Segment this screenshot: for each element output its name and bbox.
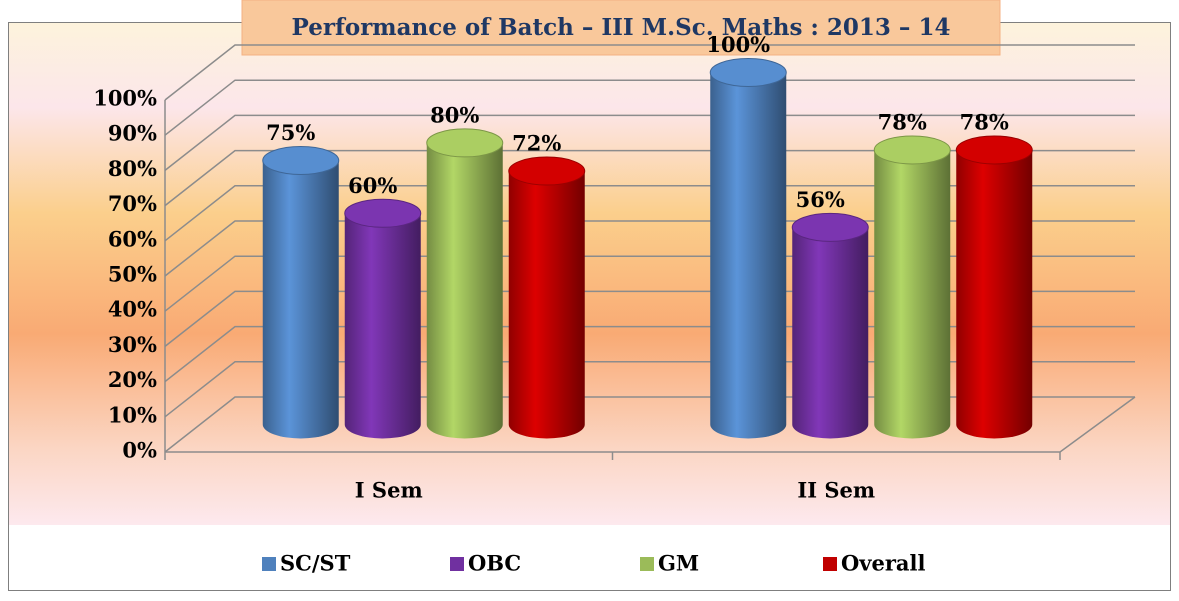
y-tick-label: 0% (122, 438, 157, 463)
bar-top (709, 58, 787, 87)
data-label: 56% (796, 187, 845, 212)
y-tick-label: 70% (108, 191, 157, 216)
legend-swatch (823, 557, 837, 571)
data-label: 60% (348, 173, 397, 198)
bar-top (873, 135, 951, 165)
x-tick-label: II Sem (797, 478, 875, 503)
y-tick-label: 100% (93, 86, 157, 111)
legend-swatch (262, 557, 276, 571)
title-box (241, 0, 1001, 56)
y-tick-label: 50% (108, 262, 157, 287)
bar (710, 72, 787, 439)
bar (262, 160, 339, 439)
legend-swatch (640, 557, 654, 571)
grid-line (164, 185, 1135, 242)
data-label: 78% (960, 109, 1009, 134)
x-tick-label: I Sem (355, 478, 423, 503)
bar (426, 142, 503, 439)
data-label: 72% (512, 131, 561, 156)
legend-label: SC/ST (280, 551, 351, 576)
data-label: 78% (878, 109, 927, 134)
chart-title: Performance of Batch – III M.Sc. Maths :… (292, 14, 951, 41)
bar-top (262, 146, 340, 175)
y-tick-label: 10% (108, 402, 157, 427)
bar (874, 149, 951, 439)
bar-top (344, 198, 422, 228)
bar (956, 149, 1033, 439)
data-label: 75% (266, 120, 315, 145)
data-label: 100% (706, 32, 770, 57)
legend-label: GM (658, 551, 699, 576)
bar (344, 213, 421, 439)
grid-line (164, 114, 1135, 171)
bar (792, 227, 869, 439)
bar-top (955, 135, 1033, 165)
grid-line (164, 44, 1135, 101)
legend-swatch (450, 557, 464, 571)
y-tick-label: 40% (108, 297, 157, 322)
bar-top (426, 128, 504, 158)
y-tick-label: 80% (108, 156, 157, 181)
bar-top (508, 156, 586, 186)
data-label: 80% (430, 102, 479, 127)
bar (508, 171, 585, 439)
legend-label: OBC (468, 551, 521, 576)
y-tick-label: 20% (108, 367, 157, 392)
y-tick-label: 30% (108, 332, 157, 357)
grid-line (164, 149, 1135, 207)
y-tick-label: 60% (108, 226, 157, 251)
bar-top (791, 212, 869, 242)
grid-line (164, 79, 1135, 136)
legend-label: Overall (841, 551, 926, 576)
y-tick-label: 90% (108, 121, 157, 146)
